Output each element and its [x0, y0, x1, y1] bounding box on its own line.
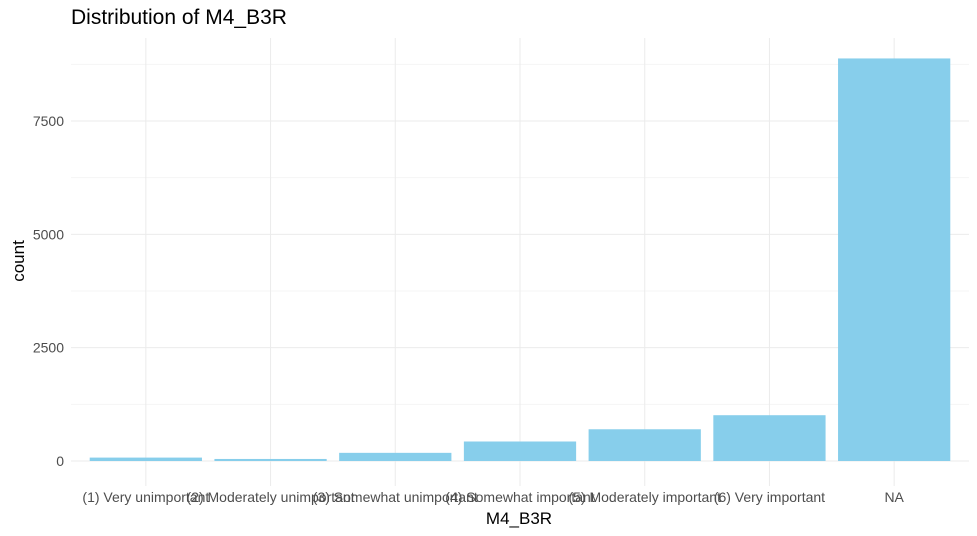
x-tick-label: (1) Very unimportant	[82, 489, 209, 505]
grid-lines	[71, 38, 969, 486]
x-tick-label: NA	[884, 489, 904, 505]
y-axis-title: count	[9, 240, 28, 282]
y-axis-ticks: 0 2500 5000 7500	[33, 113, 64, 469]
y-tick-label: 0	[56, 453, 64, 469]
y-tick-label: 2500	[33, 340, 64, 356]
bar	[89, 457, 202, 461]
x-axis-ticks: (1) Very unimportant(2) Moderately unimp…	[82, 489, 904, 505]
bar	[713, 415, 826, 461]
x-tick-label: (5) Moderately important	[568, 489, 721, 505]
x-tick-label: (2) Moderately unimportant	[187, 489, 355, 505]
x-tick-label: (3) Somewhat unimportant	[313, 489, 478, 505]
bars	[89, 58, 951, 461]
y-tick-label: 5000	[33, 226, 64, 242]
x-tick-label: (6) Very important	[714, 489, 825, 505]
bar	[214, 458, 327, 461]
bar	[838, 58, 951, 461]
bar	[463, 441, 577, 461]
chart-title: Distribution of M4_B3R	[71, 6, 287, 29]
y-tick-label: 7500	[33, 113, 64, 129]
bar	[588, 429, 701, 461]
x-axis-title: M4_B3R	[486, 509, 552, 528]
x-tick-label: (4) Somewhat important	[445, 489, 595, 505]
bar	[339, 452, 452, 461]
